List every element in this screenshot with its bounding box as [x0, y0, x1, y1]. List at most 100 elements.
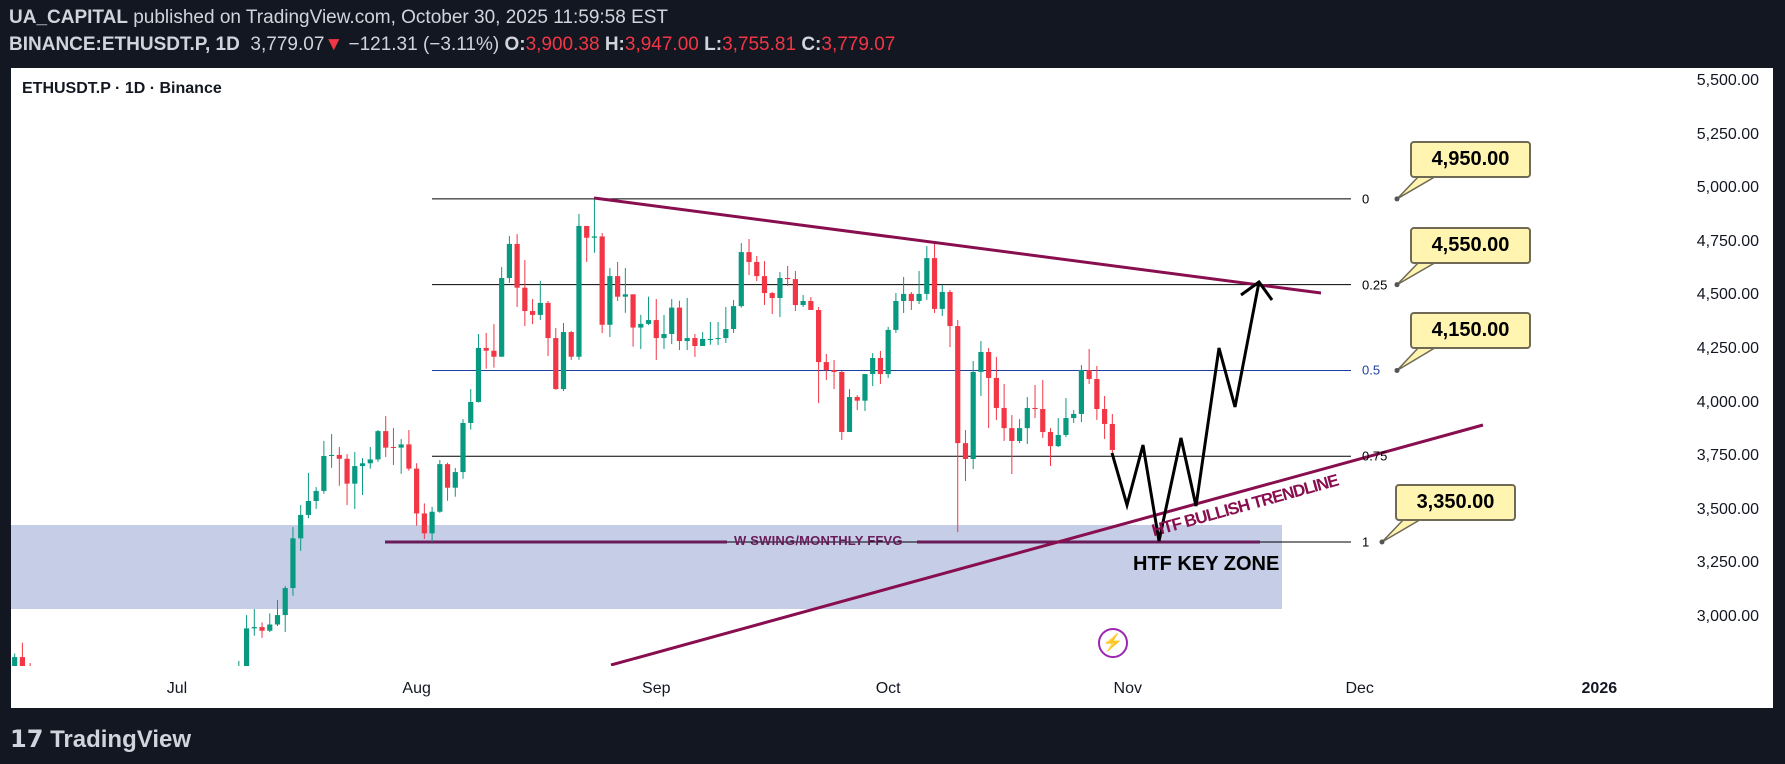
candle: [12, 653, 18, 666]
candle: [1078, 365, 1085, 423]
candle-body: [483, 347, 489, 351]
candle-body: [429, 511, 435, 534]
candle-body: [823, 362, 829, 371]
candle: [622, 267, 628, 313]
candle-body: [499, 278, 505, 357]
candle: [383, 416, 389, 458]
callout-pointer: [1396, 345, 1441, 372]
price-tick-label: 5,250.00: [1696, 125, 1759, 143]
candle-body: [267, 624, 273, 631]
candle: [1063, 398, 1069, 438]
candle-body: [808, 300, 814, 310]
candle: [692, 333, 698, 357]
high-label: H:: [604, 34, 625, 55]
candle: [939, 285, 945, 316]
price-callout[interactable]: 4,150.00: [1410, 312, 1531, 349]
candle: [398, 439, 404, 474]
candle-body: [615, 276, 621, 297]
candle-body: [1109, 423, 1115, 450]
candle: [344, 454, 350, 506]
candle-body: [390, 446, 397, 448]
publish-text: published on TradingView.com, October 30…: [127, 7, 669, 28]
candle: [259, 622, 265, 638]
candle-body: [676, 307, 683, 342]
candle-body: [831, 370, 837, 372]
candle: [831, 359, 837, 390]
candle-body: [707, 338, 713, 340]
candle: [444, 462, 451, 501]
candle: [630, 294, 636, 347]
candle: [290, 526, 296, 596]
price-callout[interactable]: 4,950.00: [1410, 141, 1531, 178]
candle: [243, 615, 250, 666]
candle-body: [661, 333, 667, 339]
candle: [815, 306, 822, 404]
candle-body: [398, 444, 404, 448]
candle: [808, 297, 814, 310]
candle: [298, 505, 304, 551]
candle-body: [1063, 418, 1069, 435]
candle: [839, 371, 845, 440]
candle: [870, 353, 876, 387]
candle: [955, 320, 961, 533]
fib-level-label: 0.5: [1362, 362, 1381, 378]
candle: [684, 297, 690, 351]
candle: [1016, 419, 1023, 444]
candle-body: [514, 243, 520, 288]
bullish-trendline[interactable]: [610, 423, 1484, 666]
price-callout[interactable]: 3,350.00: [1395, 484, 1516, 521]
candle-body: [893, 300, 899, 330]
tradingview-logo[interactable]: 𝟭𝟳 TradingView: [10, 725, 191, 754]
candle-body: [622, 294, 628, 297]
candle-body: [947, 291, 953, 327]
candle-body: [352, 466, 358, 484]
candle-body: [607, 276, 613, 325]
candle-body: [506, 243, 512, 279]
candle: [761, 261, 768, 306]
chart-legend[interactable]: ETHUSDT.P · 1D · Binance: [22, 80, 222, 97]
candle: [653, 299, 659, 360]
descending-trendline[interactable]: [593, 196, 1322, 295]
author[interactable]: UA_CAPITAL: [9, 7, 128, 28]
candle-body: [1001, 407, 1007, 429]
candle-body: [1071, 413, 1077, 419]
low-value: 3,755.81: [722, 34, 797, 55]
candle-body: [862, 374, 868, 401]
candle-body: [553, 338, 559, 390]
candle: [908, 291, 914, 310]
candle: [754, 255, 760, 282]
lightning-bolt-icon[interactable]: ⚡: [1098, 628, 1128, 658]
brand-name: TradingView: [50, 726, 192, 753]
candle: [970, 361, 976, 470]
candle-body: [792, 279, 798, 306]
candle: [19, 642, 25, 666]
candle-body: [854, 397, 860, 401]
candle: [607, 267, 613, 337]
candle: [267, 613, 273, 633]
candle-body: [336, 454, 342, 459]
candle: [599, 233, 605, 334]
last-price: 3,779.07: [250, 34, 325, 55]
candle: [746, 239, 752, 276]
candle-body: [576, 225, 582, 357]
projection-path[interactable]: [1110, 281, 1261, 542]
candle: [638, 314, 644, 349]
fib-retracement[interactable]: [432, 198, 1351, 543]
candle-body: [12, 657, 18, 666]
htf-key-zone: [11, 525, 1282, 609]
candle-body: [251, 627, 257, 629]
ohlc-bar: BINANCE:ETHUSDT.P, 1D 3,779.07▼ −121.31 …: [9, 34, 895, 56]
logo-mark-icon: 𝟭𝟳: [10, 726, 51, 753]
candle-body: [754, 261, 760, 277]
candle: [406, 430, 412, 471]
time-tick-label: Nov: [1113, 680, 1143, 697]
candle: [238, 660, 240, 666]
candle-body: [669, 307, 675, 334]
candle: [962, 430, 969, 482]
candle: [329, 434, 335, 468]
candle: [1094, 365, 1100, 420]
price-callout[interactable]: 4,550.00: [1410, 227, 1531, 264]
publish-info: UA_CAPITAL published on TradingView.com,…: [9, 7, 668, 29]
candle: [352, 452, 358, 509]
